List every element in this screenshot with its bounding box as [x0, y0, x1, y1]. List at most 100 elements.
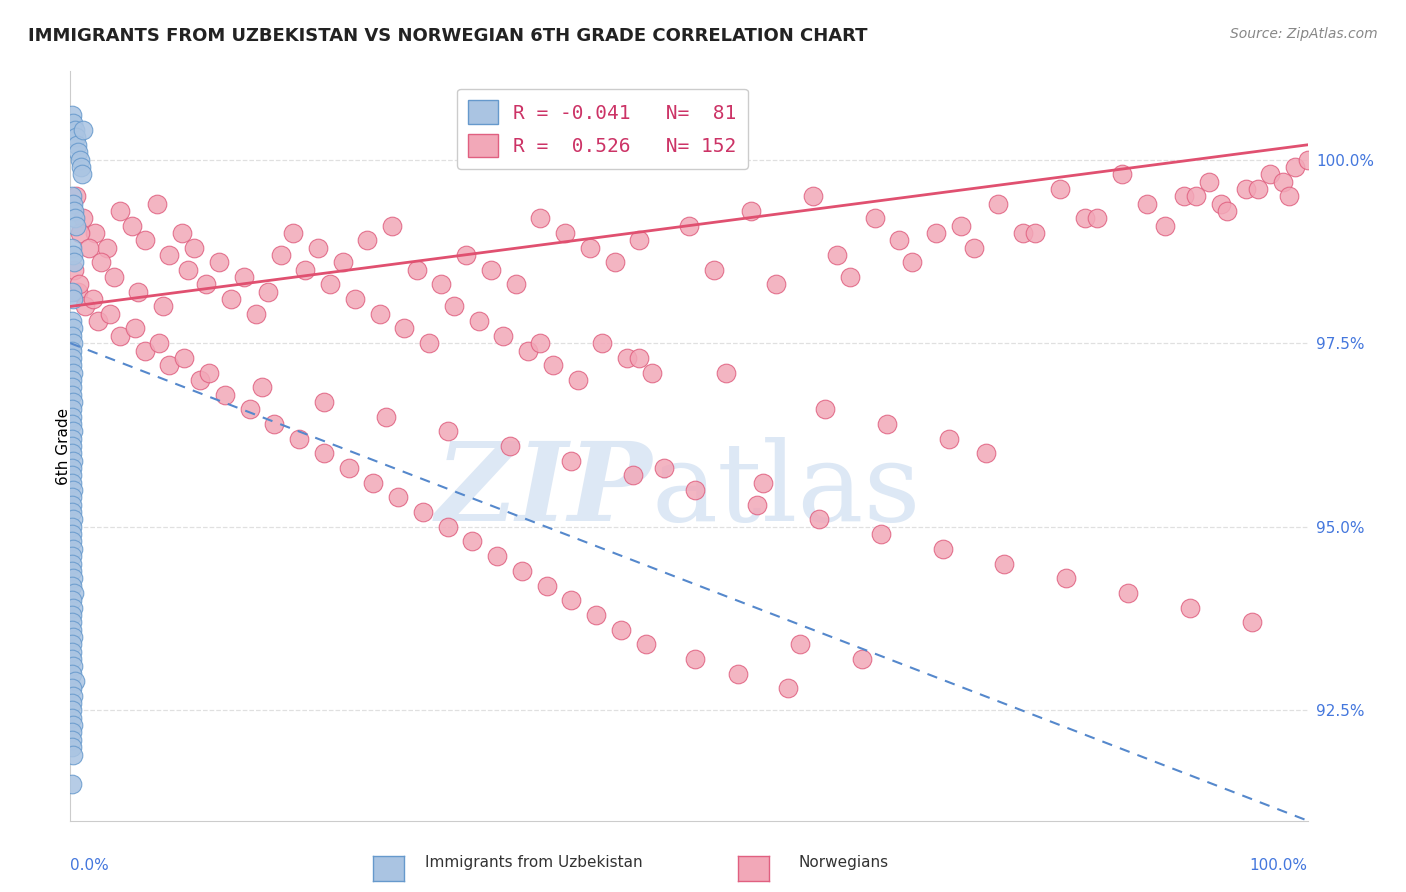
- Point: [925, 226, 948, 240]
- Point: [62, 453, 84, 467]
- Point: [1198, 175, 1220, 189]
- Point: [827, 248, 849, 262]
- Point: [591, 336, 613, 351]
- Point: [436, 425, 458, 439]
- Point: [869, 527, 891, 541]
- Point: [60, 491, 83, 505]
- Point: [67, 277, 90, 292]
- Point: [65, 219, 87, 233]
- Point: [60, 666, 83, 681]
- Point: [1049, 182, 1071, 196]
- Point: [82, 292, 104, 306]
- Point: [332, 255, 354, 269]
- Point: [60, 696, 83, 710]
- Point: [60, 351, 83, 365]
- Point: [987, 196, 1010, 211]
- Point: [60, 645, 83, 659]
- Point: [381, 219, 404, 233]
- Point: [65, 189, 87, 203]
- Point: [752, 475, 775, 490]
- Point: [60, 468, 83, 483]
- Point: [281, 226, 304, 240]
- Point: [1136, 196, 1159, 211]
- Point: [62, 659, 84, 673]
- Point: [851, 652, 873, 666]
- Point: [683, 652, 706, 666]
- Point: [714, 366, 737, 380]
- Point: [66, 137, 89, 152]
- Point: [740, 203, 762, 218]
- Point: [239, 402, 262, 417]
- Point: [621, 468, 644, 483]
- Point: [60, 402, 83, 417]
- Text: ZIP: ZIP: [436, 437, 652, 545]
- Point: [1216, 203, 1239, 218]
- Point: [219, 292, 242, 306]
- Point: [84, 226, 107, 240]
- Point: [652, 461, 675, 475]
- Point: [319, 277, 342, 292]
- Point: [745, 498, 768, 512]
- Point: [60, 534, 83, 549]
- Point: [60, 623, 83, 637]
- Point: [195, 277, 218, 292]
- Point: [505, 277, 527, 292]
- Point: [498, 439, 520, 453]
- Point: [90, 255, 112, 269]
- Point: [214, 387, 236, 401]
- Point: [1247, 182, 1270, 196]
- Point: [65, 211, 87, 226]
- Point: [62, 541, 84, 556]
- Point: [486, 549, 509, 564]
- Point: [60, 732, 83, 747]
- Point: [108, 203, 131, 218]
- Point: [198, 366, 221, 380]
- Point: [343, 292, 366, 306]
- Point: [134, 233, 156, 247]
- Point: [60, 615, 83, 630]
- Point: [60, 520, 83, 534]
- Point: [69, 153, 91, 167]
- Point: [374, 409, 396, 424]
- Point: [69, 226, 91, 240]
- Point: [60, 557, 83, 571]
- Point: [1012, 226, 1035, 240]
- Point: [146, 196, 169, 211]
- Point: [60, 740, 83, 755]
- Point: [170, 226, 193, 240]
- Point: [108, 328, 131, 343]
- Point: [63, 586, 86, 600]
- Point: [67, 145, 90, 160]
- Point: [66, 285, 89, 299]
- Point: [436, 520, 458, 534]
- Point: [62, 336, 84, 351]
- Point: [579, 241, 602, 255]
- Point: [60, 446, 83, 460]
- Point: [889, 233, 911, 247]
- Point: [307, 241, 329, 255]
- Text: 0.0%: 0.0%: [70, 858, 110, 873]
- Point: [72, 211, 94, 226]
- Point: [62, 292, 84, 306]
- Point: [356, 233, 378, 247]
- Point: [838, 270, 860, 285]
- Point: [60, 417, 83, 431]
- Point: [121, 219, 143, 233]
- Point: [62, 747, 84, 762]
- Point: [60, 703, 83, 717]
- Point: [1024, 226, 1046, 240]
- Point: [603, 255, 626, 269]
- Point: [616, 351, 638, 365]
- Point: [98, 307, 121, 321]
- Text: atlas: atlas: [652, 437, 921, 544]
- Point: [610, 623, 633, 637]
- Point: [62, 425, 84, 439]
- Point: [60, 498, 83, 512]
- Point: [65, 130, 87, 145]
- Point: [63, 262, 86, 277]
- Point: [461, 534, 484, 549]
- Point: [60, 593, 83, 607]
- Point: [62, 395, 84, 409]
- Point: [183, 241, 205, 255]
- Point: [641, 366, 664, 380]
